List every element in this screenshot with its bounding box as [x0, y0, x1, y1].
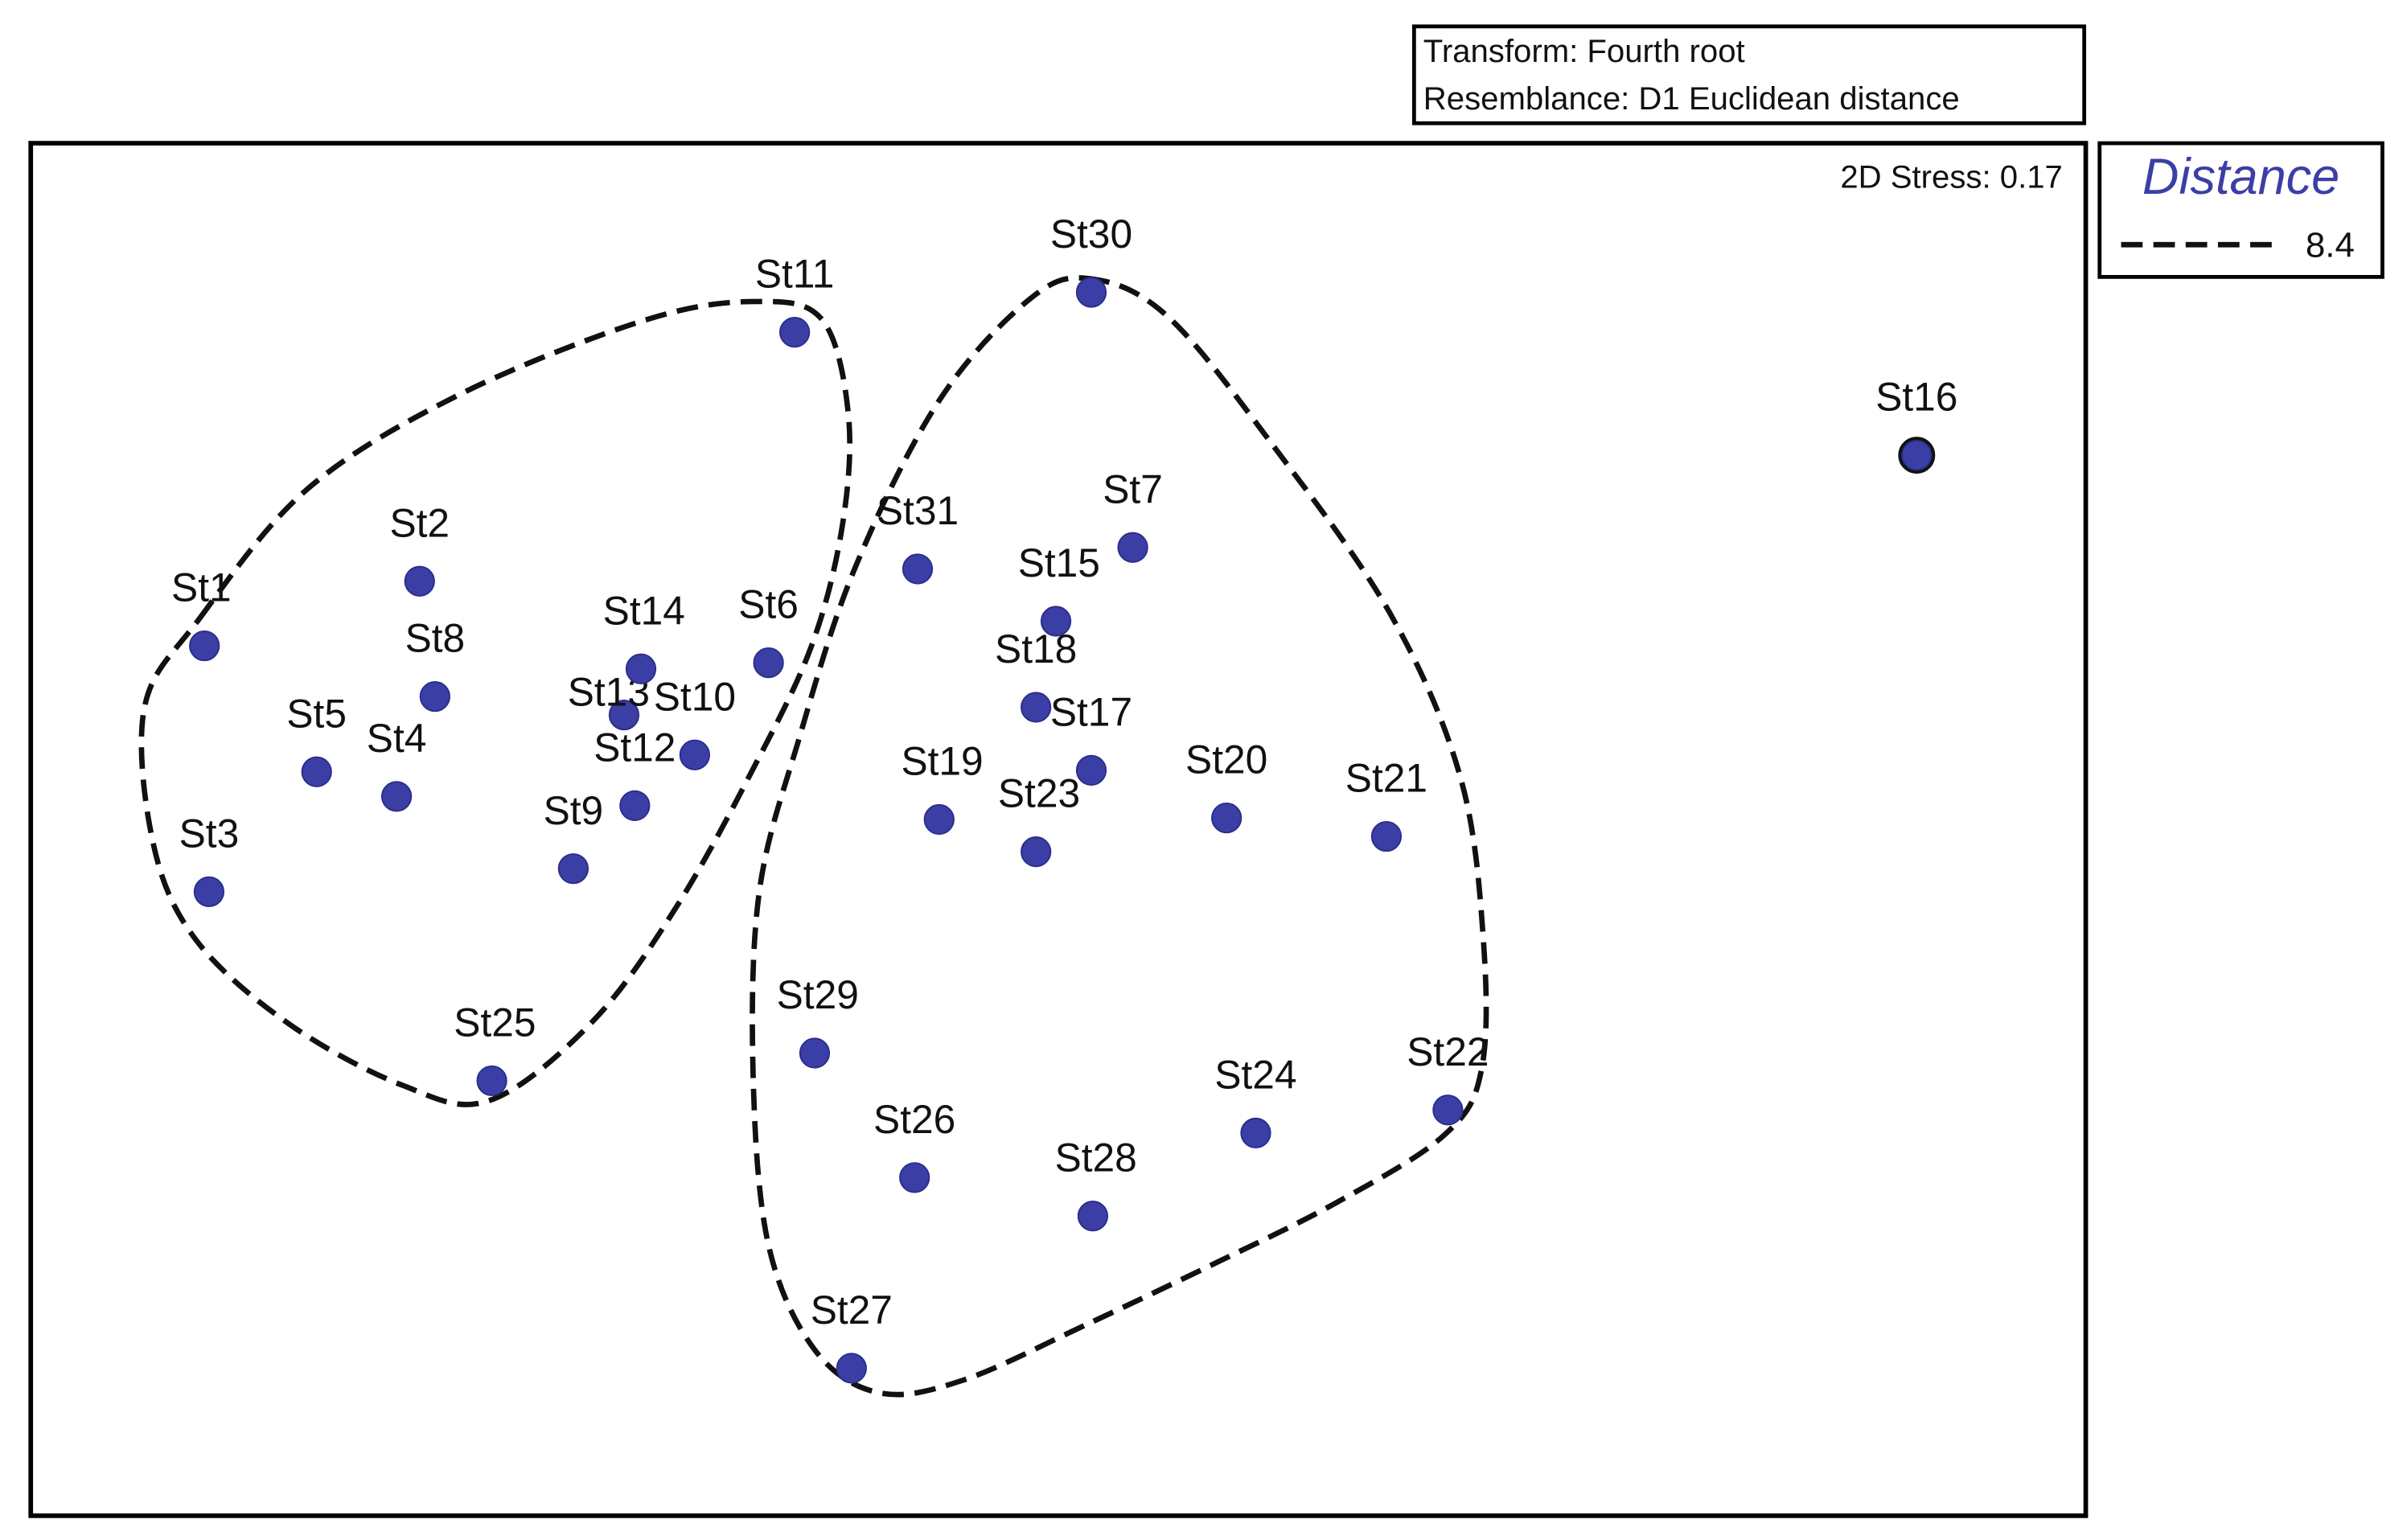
data-point-st21	[1370, 820, 1403, 852]
cluster-contour-2	[750, 275, 1489, 1398]
data-point-st27	[836, 1353, 867, 1384]
point-label-st17: St17	[1050, 689, 1132, 734]
point-label-st31: St31	[877, 488, 959, 533]
data-point-st19	[923, 803, 955, 836]
data-point-st1	[189, 630, 220, 662]
data-point-st30	[1075, 277, 1107, 308]
point-label-st25: St25	[454, 1000, 536, 1045]
legend-item-label: 8.4	[2306, 226, 2355, 265]
data-points: St1 St2 St3 St4 St5 St6 St7 St8 St9 St10 St11 St12 S…	[171, 211, 1957, 1384]
legend: Distance 8.4	[2097, 141, 2384, 279]
cluster-contours	[138, 275, 1936, 1398]
stress-annotation: 2D Stress: 0.17	[1840, 159, 2063, 195]
data-point-st4	[380, 781, 413, 812]
point-label-st26: St26	[873, 1097, 955, 1142]
info-transform-text: Transform: Fourth root	[1423, 33, 1745, 69]
point-label-st6: St6	[738, 582, 799, 627]
data-point-st11	[778, 317, 811, 348]
point-label-st3: St3	[179, 811, 240, 856]
point-label-st19: St19	[901, 739, 983, 784]
data-point-st17	[1075, 754, 1107, 786]
point-label-st21: St21	[1345, 756, 1427, 801]
data-point-st22	[1432, 1094, 1464, 1126]
legend-title: Distance	[2142, 149, 2339, 205]
data-point-st23	[1021, 836, 1052, 868]
data-point-st31	[902, 553, 934, 585]
point-label-st5: St5	[286, 691, 347, 736]
data-point-st5	[301, 756, 332, 787]
data-point-st9	[557, 853, 589, 885]
data-point-st20	[1211, 803, 1243, 834]
cluster-contour-1	[138, 298, 853, 1107]
point-label-st16: St16	[1875, 375, 1957, 420]
data-point-st10	[679, 739, 710, 770]
plot-frame	[28, 141, 2089, 1518]
data-point-st12	[619, 790, 651, 821]
point-label-st14: St14	[603, 588, 685, 633]
data-point-st15	[1040, 606, 1072, 637]
data-point-st25	[476, 1065, 507, 1097]
point-label-st15: St15	[1018, 540, 1100, 585]
point-label-st8: St8	[405, 616, 466, 661]
point-label-st22: St22	[1407, 1029, 1489, 1074]
cluster-contour-3	[1898, 437, 1936, 474]
point-label-st11: St11	[755, 252, 835, 297]
point-label-st24: St24	[1214, 1052, 1296, 1097]
data-point-st28	[1077, 1201, 1109, 1232]
point-label-st10: St10	[654, 674, 736, 719]
data-point-st6	[753, 647, 784, 679]
data-point-st13	[608, 699, 640, 731]
point-label-st4: St4	[367, 716, 427, 761]
point-label-st9: St9	[544, 788, 604, 833]
point-label-st12: St12	[594, 725, 676, 770]
data-point-st24	[1240, 1117, 1271, 1149]
point-label-st23: St23	[998, 771, 1080, 816]
info-resemblance-text: Resemblance: D1 Euclidean distance	[1423, 80, 1960, 117]
data-point-st18	[1021, 692, 1052, 723]
data-point-st3	[193, 876, 225, 907]
legend-frame	[2097, 141, 2384, 279]
point-label-st27: St27	[811, 1287, 893, 1333]
point-label-st2: St2	[389, 500, 450, 545]
data-point-st7	[1117, 532, 1148, 563]
point-label-st28: St28	[1055, 1135, 1137, 1181]
point-label-st30: St30	[1050, 211, 1132, 257]
data-point-st8	[419, 681, 450, 713]
info-box-frame	[1411, 24, 2087, 125]
point-label-st29: St29	[777, 972, 859, 1017]
point-label-st18: St18	[995, 626, 1077, 671]
point-label-st7: St7	[1103, 466, 1163, 511]
point-label-st1: St1	[171, 565, 232, 610]
data-point-st29	[799, 1037, 831, 1069]
info-box: Transform: Fourth root Resemblance: D1 E…	[1411, 24, 2087, 125]
data-point-st2	[404, 565, 435, 597]
data-point-st16	[1901, 439, 1933, 471]
data-point-st14	[625, 653, 657, 684]
point-label-st20: St20	[1185, 737, 1267, 782]
data-point-st26	[899, 1162, 930, 1193]
